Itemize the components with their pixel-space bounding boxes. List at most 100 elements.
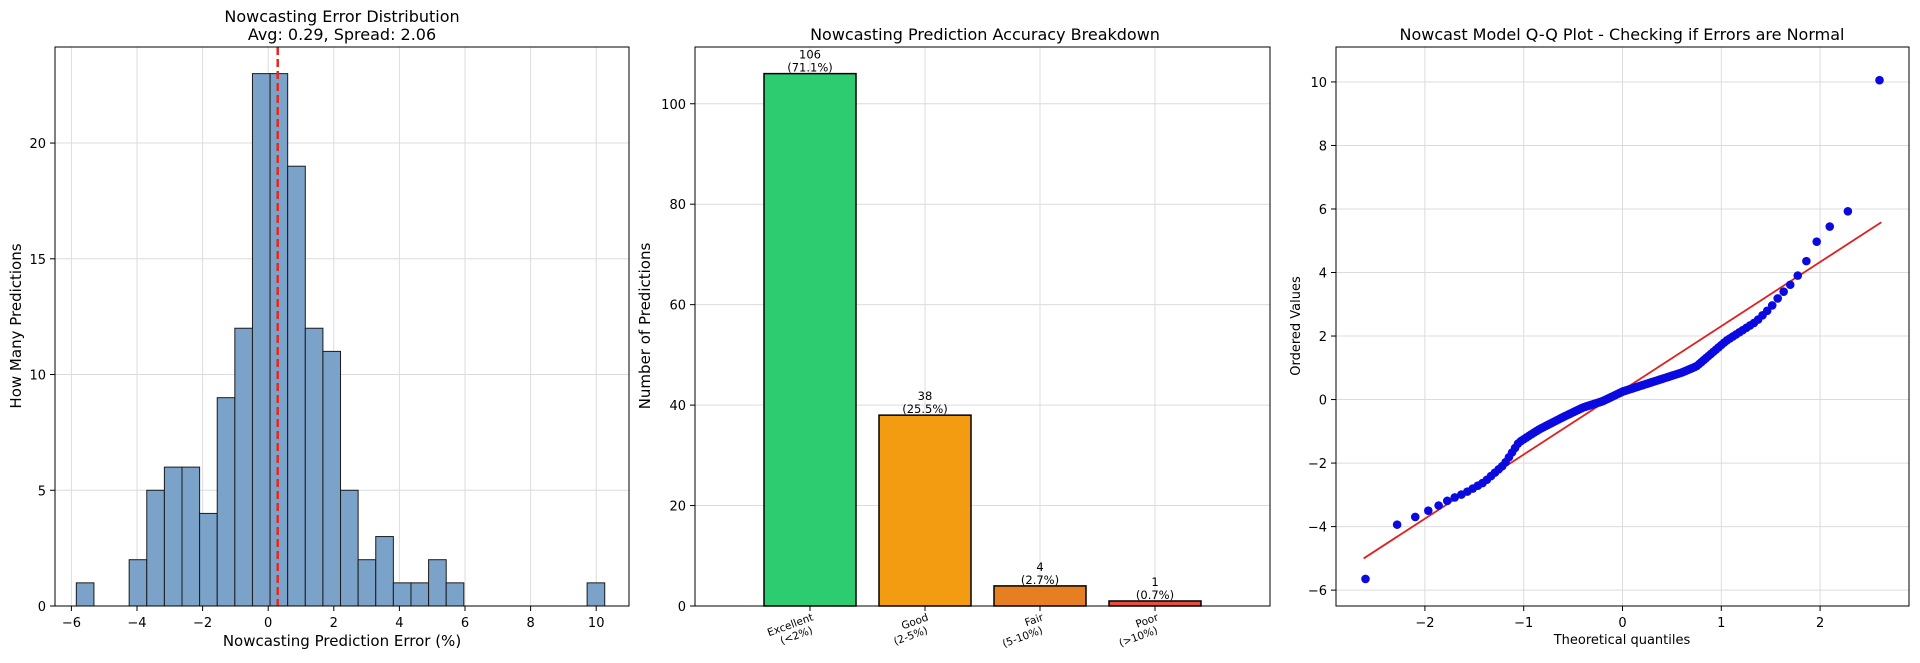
- qq-point: [1767, 301, 1777, 310]
- histogram-y-ticks: 0 5 10 15 20: [29, 137, 55, 615]
- histogram-bar: [146, 489, 165, 607]
- accuracy-title: Nowcasting Prediction Accuracy Breakdown: [810, 25, 1160, 44]
- y-tick-label: 15: [29, 253, 46, 268]
- histogram-bar: [322, 350, 342, 607]
- y-tick-label: 0: [1319, 394, 1327, 409]
- x-tick-label: 0: [1618, 616, 1626, 631]
- x-tick-label-group: Excellent(<2%): [766, 612, 815, 648]
- histogram-bar: [128, 559, 148, 607]
- histogram-bar: [199, 512, 218, 607]
- histogram-bar: [287, 165, 306, 607]
- qq-point: [1875, 75, 1884, 85]
- qq-title: Nowcast Model Q-Q Plot - Checking if Err…: [1400, 25, 1845, 44]
- histogram-frame: [54, 46, 630, 607]
- qq-point: [1450, 493, 1460, 502]
- qq-x-label: Theoretical quantiles: [1553, 633, 1691, 648]
- bar-percent-label: (25.5%): [902, 402, 948, 416]
- accuracy-bar: [878, 414, 972, 607]
- histogram-bar: [75, 582, 95, 607]
- accuracy-bar: [993, 585, 1087, 607]
- x-tick-label: 1: [1717, 616, 1725, 631]
- qq-point: [1802, 256, 1811, 266]
- qq-points: [1361, 75, 1884, 584]
- histogram-bar: [357, 559, 377, 607]
- x-tick-label: 2: [1816, 616, 1824, 631]
- x-tick-label: −4: [127, 616, 146, 631]
- histogram-bar: [392, 582, 412, 607]
- histogram-bar: [234, 327, 253, 607]
- x-tick-label: 2: [330, 616, 338, 631]
- qq-point: [1410, 512, 1420, 522]
- qq-point: [1793, 271, 1803, 280]
- x-tick-label: −2: [193, 616, 212, 631]
- qq-y-ticks: −6 −4 −2 0 2 4 6 8 10: [1308, 76, 1336, 599]
- qq-point: [1361, 574, 1370, 584]
- x-tick-label-group: Good(2-5%): [892, 612, 930, 648]
- qq-plot-chart: Nowcast Model Q-Q Plot - Checking if Err…: [1289, 25, 1910, 648]
- histogram-x-label: Nowcasting Prediction Error (%): [223, 632, 461, 650]
- histogram-bars: [75, 73, 606, 607]
- histogram-bar: [586, 582, 606, 607]
- histogram-bar: [251, 73, 271, 607]
- y-tick-label: 20: [669, 500, 686, 515]
- y-tick-label: −4: [1308, 521, 1327, 536]
- qq-point: [1392, 520, 1402, 529]
- accuracy-breakdown-chart: Nowcasting Prediction Accuracy Breakdown…: [636, 25, 1271, 651]
- histogram-y-label: How Many Predictions: [7, 243, 25, 408]
- x-tick-label-range: (5-10%): [1001, 625, 1045, 651]
- accuracy-x-ticks: Excellent(<2%) Good(2-5%) Fair(5-10%) Poor(…: [766, 606, 1161, 651]
- qq-point: [1843, 206, 1853, 216]
- histogram-bar: [428, 559, 447, 607]
- histogram-subtitle: Avg: 0.29, Spread: 2.06: [248, 25, 436, 44]
- histogram-bar: [340, 489, 359, 607]
- y-tick-label: 80: [669, 198, 686, 213]
- y-tick-label: 6: [1319, 203, 1327, 218]
- qq-point: [1779, 287, 1788, 296]
- y-tick-label: −6: [1308, 584, 1327, 599]
- histogram-bar: [375, 536, 394, 607]
- y-tick-label: 0: [38, 600, 46, 615]
- histogram-title: Nowcasting Error Distribution: [224, 7, 459, 26]
- y-tick-label: 40: [669, 399, 686, 414]
- y-tick-label: 0: [678, 600, 686, 615]
- x-tick-label: −1: [1514, 616, 1533, 631]
- qq-point: [1812, 237, 1822, 246]
- accuracy-frame: [694, 46, 1271, 607]
- x-tick-label: 4: [395, 616, 403, 631]
- y-tick-label: 5: [38, 484, 46, 499]
- y-tick-label: 100: [661, 98, 686, 113]
- histogram-bar: [181, 466, 201, 607]
- accuracy-bars: 106(71.1%) 38(25.5%) 4(2.7%) 1(0.7%): [763, 48, 1202, 607]
- y-tick-label: 2: [1319, 330, 1327, 345]
- accuracy-y-label: Number of Predictions: [636, 243, 654, 410]
- qq-point: [1434, 501, 1443, 510]
- x-tick-label: −6: [62, 616, 81, 631]
- histogram-bar: [410, 582, 430, 607]
- qq-point: [1785, 280, 1795, 290]
- y-tick-label: 8: [1319, 139, 1327, 154]
- qq-grid: [1336, 47, 1909, 606]
- histogram-x-ticks: −6 −4 −2 0 2 4 6 8 10: [62, 606, 604, 631]
- bar-percent-label: (71.1%): [787, 61, 833, 75]
- y-tick-label: 10: [1310, 76, 1327, 91]
- qq-point: [1442, 496, 1452, 506]
- y-tick-label: −2: [1308, 457, 1327, 472]
- x-tick-label: −2: [1415, 616, 1434, 631]
- histogram-bar: [216, 397, 236, 607]
- accuracy-y-ticks: 0 20 40 60 80 100: [661, 98, 695, 615]
- y-tick-label: 4: [1319, 267, 1327, 282]
- accuracy-bar: [763, 72, 857, 607]
- qq-point: [1423, 506, 1433, 515]
- qq-point: [1825, 222, 1835, 231]
- x-tick-label: 8: [526, 616, 534, 631]
- x-tick-label-group: Poor(>10%): [1117, 611, 1160, 649]
- y-tick-label: 20: [29, 137, 46, 152]
- x-tick-label: 6: [461, 616, 469, 631]
- qq-point: [1773, 294, 1782, 303]
- qq-y-label: Ordered Values: [1289, 276, 1304, 376]
- qq-x-ticks: −2 −1 0 1 2: [1415, 606, 1824, 631]
- bar-value-label: 38: [918, 389, 933, 403]
- bar-value-label: 1: [1151, 575, 1158, 589]
- qq-point: [1762, 306, 1772, 316]
